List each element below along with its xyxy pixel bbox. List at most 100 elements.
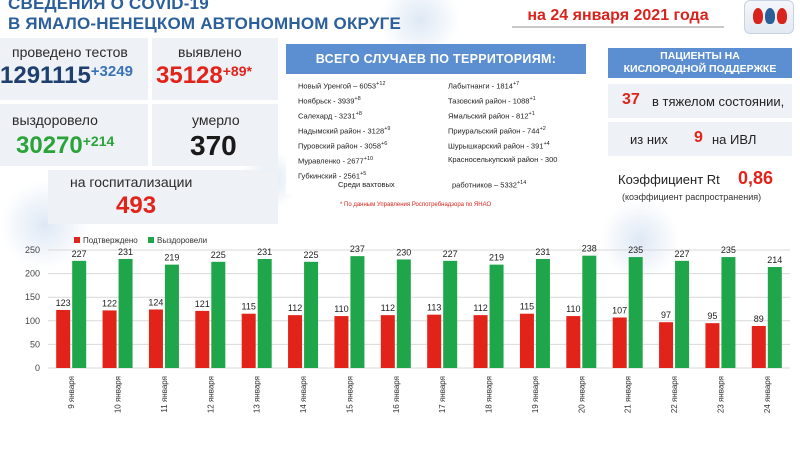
bar-confirmed	[56, 309, 71, 368]
data-label-recovered: 225	[211, 250, 226, 260]
data-label-recovered: 237	[350, 244, 365, 254]
bar-recovered	[628, 257, 643, 368]
data-label-confirmed: 107	[612, 305, 627, 315]
x-tick-label: 13 января	[253, 376, 262, 413]
bar-confirmed	[427, 314, 442, 368]
data-label-confirmed: 112	[288, 303, 302, 313]
data-label-recovered: 235	[721, 245, 736, 255]
died-card: умерло 370	[152, 104, 278, 166]
bar-recovered	[350, 256, 365, 368]
x-tick-label: 23 января	[716, 376, 725, 413]
rt-coefficient: Коэффициент Rt 0,86 (коэффициент распрос…	[616, 166, 792, 206]
y-tick-label: 150	[25, 292, 40, 302]
recovered-value-row: 30270+214	[16, 132, 114, 160]
x-tick-label: 11 января	[160, 376, 169, 413]
tests-label: проведено тестов	[12, 44, 128, 60]
bar-recovered	[396, 259, 411, 368]
bar-confirmed	[241, 313, 256, 368]
territory-title: ВСЕГО СЛУЧАЕВ ПО ТЕРРИТОРИЯМ:	[286, 44, 586, 74]
bar-recovered	[721, 257, 736, 368]
data-label-recovered: 238	[582, 244, 597, 254]
bar-confirmed	[102, 310, 117, 368]
data-label-confirmed: 112	[473, 303, 487, 313]
territory-item: Ноябрьск - 3939+8	[298, 96, 361, 106]
severe-label: в тяжелом состоянии,	[652, 94, 785, 109]
severe-row: 37 в тяжелом состоянии,	[608, 84, 792, 118]
page-title: СВЕДЕНИЯ О COVID-19 В ЯМАЛО-НЕНЕЦКОМ АВТ…	[8, 0, 401, 34]
bar-recovered	[489, 264, 504, 368]
data-label-confirmed: 110	[334, 304, 348, 314]
territory-item: Лабытнанги - 1814+7	[448, 81, 520, 91]
severe-value: 37	[622, 91, 640, 108]
bar-confirmed	[380, 315, 395, 368]
data-label-confirmed: 97	[661, 310, 671, 320]
bar-confirmed	[473, 315, 488, 368]
oxygen-title-line-1: ПАЦИЕНТЫ НА	[660, 50, 740, 62]
bar-confirmed	[148, 309, 163, 368]
bar-confirmed	[705, 323, 720, 368]
hospital-label: на госпитализации	[70, 174, 193, 190]
x-tick-label: 22 января	[670, 376, 679, 413]
coat-of-arms-logo-icon	[744, 0, 794, 34]
y-tick-label: 0	[35, 363, 40, 373]
bar-recovered	[582, 255, 597, 368]
bar-confirmed	[288, 315, 303, 368]
x-tick-label: 17 января	[438, 376, 447, 413]
territory-item: Пуровский район - 3058+6	[298, 141, 388, 151]
title-line-1: СВЕДЕНИЯ О COVID-19	[8, 0, 209, 13]
data-label-recovered: 230	[396, 247, 411, 257]
legend-confirmed-label: Подтверждено	[83, 236, 138, 245]
tests-delta: +3249	[90, 63, 133, 80]
data-label-confirmed: 115	[520, 302, 534, 312]
detected-delta: +89*	[222, 63, 252, 79]
watch-workers-value: работников – 5332+14	[452, 180, 527, 190]
data-label-confirmed: 110	[566, 304, 580, 314]
recovered-delta: +214	[82, 133, 115, 149]
data-label-confirmed: 115	[242, 302, 256, 312]
data-label-recovered: 227	[675, 249, 690, 259]
bar-confirmed	[612, 317, 627, 368]
bar-confirmed	[519, 313, 534, 368]
legend-confirmed-swatch	[74, 237, 80, 243]
detected-card: выявлено 35128+89*	[152, 38, 278, 100]
data-label-recovered: 219	[164, 253, 179, 263]
territory-item: Муравленко - 2677+10	[298, 156, 374, 166]
data-label-recovered: 227	[72, 249, 87, 259]
territory-item: Ямальский район - 812+1	[448, 111, 535, 121]
oxygen-support-title: ПАЦИЕНТЫ НА КИСЛОРОДНОЙ ПОДДЕРЖКЕ	[608, 48, 792, 78]
bar-recovered	[211, 261, 226, 368]
data-label-confirmed: 122	[102, 298, 117, 308]
data-label-recovered: 231	[535, 247, 550, 257]
hospital-value: 493	[116, 192, 157, 219]
title-line-2: В ЯМАЛО-НЕНЕЦКОМ АВТОНОМНОМ ОКРУГЕ	[8, 14, 402, 33]
data-label-recovered: 231	[257, 247, 272, 257]
bar-recovered	[257, 258, 272, 368]
x-tick-label: 15 января	[345, 376, 354, 413]
detected-label: выявлено	[178, 44, 242, 60]
recovered-card: выздоровело 30270+214	[0, 104, 148, 166]
watch-workers-label: Среди вахтовых	[338, 180, 395, 189]
data-label-confirmed: 121	[195, 299, 210, 309]
x-tick-label: 24 января	[763, 376, 772, 413]
y-tick-label: 50	[30, 339, 40, 349]
x-tick-label: 21 января	[624, 376, 633, 413]
x-tick-label: 14 января	[299, 376, 308, 413]
bar-confirmed	[195, 310, 210, 368]
bar-recovered	[675, 260, 690, 368]
territory-item: Шурышкарский район - 391+4	[448, 141, 550, 151]
bar-recovered	[118, 258, 133, 368]
territory-item: Салехард - 3231+8	[298, 111, 362, 121]
data-label-confirmed: 95	[707, 311, 717, 321]
data-label-recovered: 235	[628, 245, 643, 255]
x-tick-label: 20 января	[577, 376, 586, 413]
legend-recovered-swatch	[148, 237, 154, 243]
data-label-recovered: 214	[767, 255, 782, 265]
y-tick-label: 250	[25, 245, 40, 255]
report-date: на 24 января 2021 года	[512, 6, 724, 28]
x-tick-label: 12 января	[206, 376, 215, 413]
bar-confirmed	[566, 316, 581, 368]
tests-value: 1291115	[0, 62, 91, 89]
data-label-confirmed: 113	[427, 303, 441, 313]
ivl-row: из них 9 на ИВЛ	[608, 122, 792, 156]
hospital-card: на госпитализации 493	[48, 170, 278, 224]
